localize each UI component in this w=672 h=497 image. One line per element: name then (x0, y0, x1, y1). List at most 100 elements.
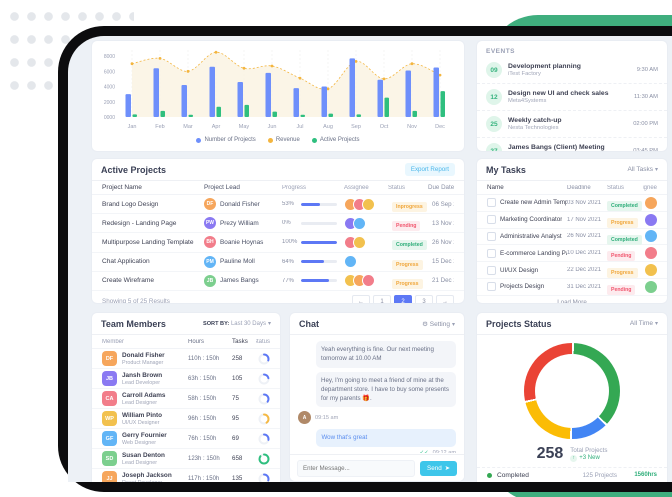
pagination-page-button[interactable]: 1 (373, 294, 391, 303)
task-deadline: 17 Nov 2021 (567, 216, 602, 223)
task-checkbox[interactable] (487, 265, 496, 275)
progress-value: 53% (282, 201, 295, 208)
event-list-item[interactable]: 12 Design new UI and check sales Meta4Syst… (477, 84, 667, 111)
events-list: 09 Development planning iTest Factory 9:30 … (477, 57, 667, 151)
arrow-up-icon: ↑ (570, 454, 578, 462)
task-checkbox[interactable] (487, 282, 496, 292)
event-list-item[interactable]: 27 James Bangs (Client) MeetingNesta Tech… (477, 138, 667, 151)
lead-name: Prezy William (220, 219, 259, 227)
avatar: PM (204, 255, 216, 268)
event-list-item[interactable]: 25 Weekly catch-up Nesta Technologies 02:00… (477, 111, 667, 138)
member-tasks: 258 (232, 355, 243, 362)
team-member-row[interactable]: DF Donald Fisher Product Manager 110h : 150… (92, 349, 280, 369)
project-lead: PM Pauline Moll (204, 255, 282, 268)
progress-fill (301, 279, 329, 283)
task-row[interactable]: Projects Design 31 Dec 2021 Pending (477, 279, 667, 296)
pagination-page-button[interactable]: 2 (394, 294, 412, 303)
avatar: SD (102, 451, 117, 466)
my-tasks-header-row: Name Deadline Status Assignee (477, 181, 667, 195)
member-role: Web Designer (122, 439, 157, 446)
chevron-down-icon: ▾ (654, 321, 658, 327)
svg-text:Sep: Sep (351, 124, 361, 130)
export-report-button[interactable]: Export Report (404, 163, 455, 176)
total-projects-value: 258 (536, 445, 564, 462)
avatar: JJ (102, 471, 117, 482)
legend-label: Active Projects (319, 137, 360, 143)
chevron-down-icon: ▾ (654, 167, 658, 173)
member-hours: 110h : 150h (188, 355, 220, 362)
event-organization: Nesta Technologies (508, 125, 559, 131)
member-role: Lead Designer (122, 459, 158, 466)
team-member-row[interactable]: SD Susan Denton Lead Designer 123h : 150h 65… (92, 449, 280, 469)
pagination-page-button[interactable]: 3 (415, 294, 433, 303)
status-cell: Progress (392, 253, 432, 271)
svg-text:0000: 0000 (104, 115, 115, 121)
table-row[interactable]: Create Wireframe JB James Bangs 77% Progress… (92, 272, 464, 291)
task-name: Marketing Coordinator (500, 216, 563, 224)
table-row[interactable]: Multipurpose Landing Template BH Boanie Ho… (92, 233, 464, 253)
team-member-row[interactable]: WP William Pinto UI/UX Designer 96h : 150h 9… (92, 409, 280, 429)
pagination: ← 1 2 3 → (352, 294, 454, 303)
table-row[interactable]: Chat Application PM Pauline Moll 64% Progres… (92, 253, 464, 272)
member-role: Lead Designer (122, 399, 158, 406)
avatar (645, 230, 657, 243)
status-cell: Completed (392, 233, 432, 251)
task-checkbox[interactable] (487, 215, 496, 225)
message-timestamp: 09:12 am (432, 449, 456, 453)
task-row[interactable]: E-commerce Landing Page10 Dec 2021 Pendin… (477, 245, 667, 263)
lead-name: James Bangs (220, 277, 259, 285)
svg-text:8000: 8000 (104, 54, 115, 60)
task-checkbox[interactable] (487, 231, 496, 241)
task-row[interactable]: Administrative Analyst 26 Nov 2021 Complet… (477, 229, 667, 246)
send-button[interactable]: Send ➤ (420, 460, 457, 476)
member-name: Jansh Brown (122, 371, 163, 379)
legend-swatch-icon (487, 472, 492, 478)
team-members-rows: DF Donald Fisher Product Manager 110h : 150… (92, 349, 280, 482)
chat-settings-dropdown[interactable]: ⚙ Setting ▾ (422, 320, 455, 328)
avatar: WP (102, 411, 117, 426)
pagination-prev-button[interactable]: ← (352, 294, 370, 303)
event-title: Weekly catch-up (508, 117, 562, 124)
task-deadline: 03 Nov 2021 (567, 199, 602, 206)
sort-dropdown[interactable]: SORT BY: Last 30 Days ▾ (202, 321, 271, 327)
team-member-row[interactable]: CA Carroll Adams Lead Designer 58h : 150h 75 (92, 389, 280, 409)
team-member-row[interactable]: JJ Joseph JacksonReact Developer 117h : 15… (92, 469, 280, 482)
avatar (353, 216, 366, 230)
table-row[interactable]: Redesign - Landing Page PW Prezy William 0%… (92, 214, 464, 234)
avatar: DF (204, 198, 216, 211)
table-row[interactable]: Brand Logo Design DF Donald Fisher 53% Inpro… (92, 195, 464, 215)
chevron-down-icon: ▾ (267, 321, 271, 327)
event-day-badge: 12 (486, 89, 502, 105)
status-badge: Progress (607, 217, 638, 228)
lead-name: Pauline Moll (220, 258, 255, 266)
member-tasks: 658 (232, 455, 243, 462)
task-name-cell: Create new Admin Template (487, 198, 567, 208)
task-row[interactable]: UI/UX Design 22 Dec 2021 Progress (477, 262, 667, 279)
assignee-avatars (344, 197, 392, 211)
team-member-row[interactable]: JB Jansh Brown Lead Developer 63h : 150h 105 (92, 369, 280, 389)
legend-projects-count: 125 Projects (582, 471, 617, 479)
pagination-next-button[interactable]: → (436, 294, 454, 303)
event-title: Development planning (508, 63, 581, 70)
task-checkbox[interactable] (487, 198, 496, 208)
team-members-card: Team Members SORT BY: Last 30 Days ▾ Memb… (91, 312, 281, 482)
legend-label: Number of Projects (204, 137, 256, 143)
event-list-item[interactable]: 09 Development planning iTest Factory 9:30 … (477, 57, 667, 84)
my-tasks-card: My Tasks All Tasks▾ Name Deadline Status As… (476, 158, 668, 304)
projects-overview-chart-card: Jan Feb Mar Apr May Jun Jul Aug Sep Oct Nov Dec 8000… (91, 40, 465, 152)
chat-message-input[interactable] (297, 459, 415, 477)
task-row[interactable]: Create new Admin Template03 Nov 2021 Comp… (477, 195, 667, 212)
team-member-row[interactable]: GF Gerry Fournier Web Designer 76h : 150h 69 (92, 429, 280, 449)
tasks-filter-dropdown[interactable]: All Tasks ▾ (627, 166, 658, 173)
member-name: Joseph Jackson (122, 471, 172, 479)
task-checkbox[interactable] (487, 248, 496, 258)
status-cell: Completed (607, 194, 643, 212)
load-more-link[interactable]: Load More (557, 298, 587, 304)
svg-text:Aug: Aug (323, 124, 333, 130)
column-header: Due Date (428, 184, 454, 191)
task-row[interactable]: Marketing Coordinator 17 Nov 2021 Progress (477, 212, 667, 229)
member-name: Donald Fisher (122, 351, 165, 359)
column-header: Status (256, 338, 270, 345)
status-filter-dropdown[interactable]: All Time ▾ (629, 320, 658, 327)
member-info: Susan Denton Lead Designer (122, 452, 165, 466)
